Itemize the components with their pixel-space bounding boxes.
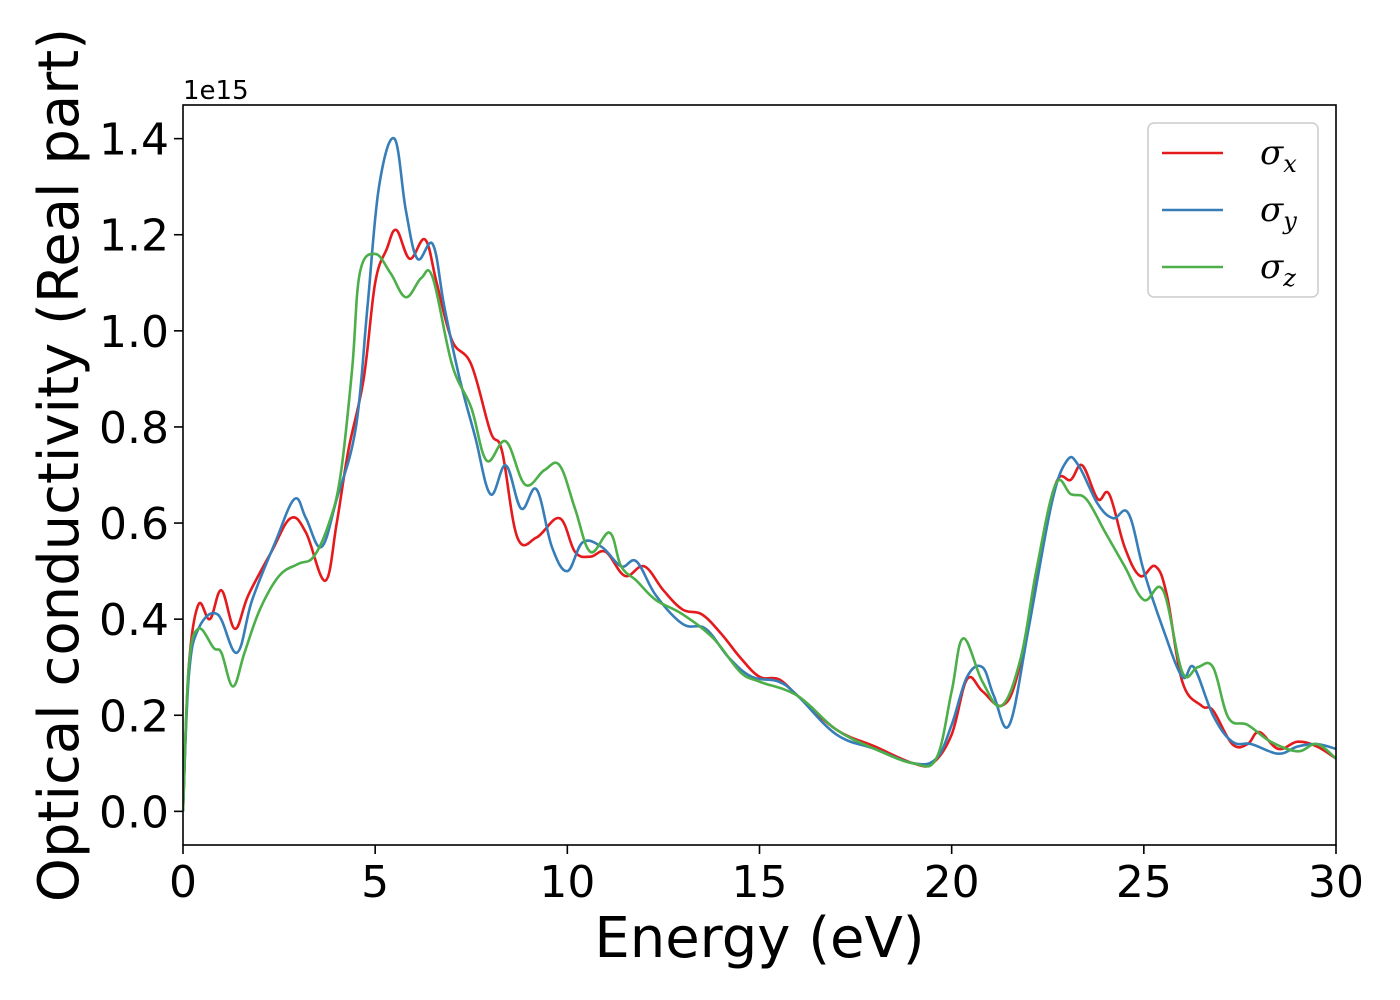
x-axis: 0 5 10 15 20 25 30 [169,845,1364,908]
y-tick-label: 1.4 [99,115,169,166]
y-tick-label: 0.0 [99,787,169,838]
x-tick-label: 30 [1308,857,1364,908]
y-tick-label: 0.6 [99,499,169,550]
legend-label-z: σz [1260,247,1296,292]
y-tick-label: 1.2 [99,211,169,262]
x-tick-label: 0 [169,857,197,908]
y-tick-label: 1.0 [99,307,169,358]
y-tick-label: 0.8 [99,403,169,454]
legend-label-x: σx [1260,133,1297,178]
x-tick-label: 20 [924,857,980,908]
legend: σx σy σz [1147,122,1319,298]
series-line-y [183,136,1336,812]
y-offset-label: 1e15 [183,76,249,106]
x-tick-label: 25 [1116,857,1172,908]
series-layer [183,136,1336,812]
x-tick-label: 5 [361,857,389,908]
y-tick-label: 0.2 [99,691,169,742]
x-tick-label: 15 [732,857,788,908]
y-axis-label: Optical conductivity (Real part) [27,28,92,902]
series-line-z [183,252,1336,812]
x-tick-label: 10 [539,857,595,908]
legend-box [1147,122,1319,298]
legend-label-y: σy [1260,190,1297,235]
series-line-x [183,228,1336,812]
x-axis-label: Energy (eV) [594,906,924,971]
y-axis: 0.0 0.2 0.4 0.6 0.8 1.0 1.2 1.4 [99,115,183,838]
y-tick-label: 0.4 [99,595,169,646]
